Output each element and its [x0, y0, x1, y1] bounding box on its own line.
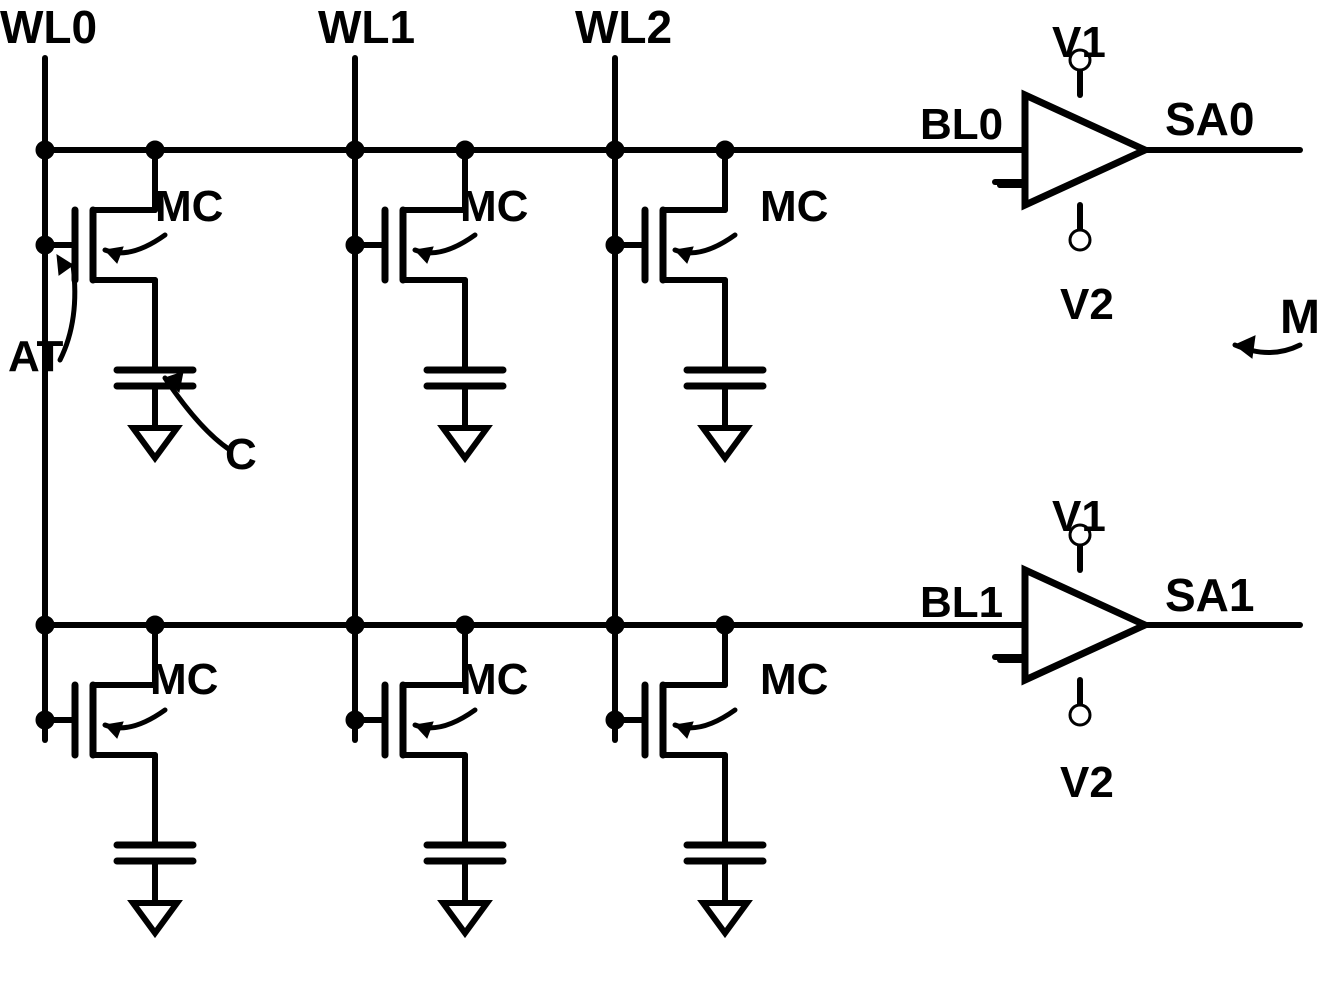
label-c: C: [225, 430, 257, 480]
circuit-diagram: WL0 WL1 WL2 V1 SA0 BL0 V2 M V1 SA1 BL1 V…: [0, 0, 1339, 993]
label-bl0: BL0: [920, 100, 1003, 150]
label-sa1: SA1: [1165, 568, 1254, 622]
label-mc-02: MC: [760, 182, 828, 232]
label-bl1: BL1: [920, 578, 1003, 628]
label-v2-1: V2: [1060, 758, 1114, 808]
label-at: AT: [8, 332, 63, 382]
label-wl2: WL2: [575, 0, 672, 54]
label-mc-00: MC: [155, 182, 223, 232]
label-v1-0: V1: [1052, 18, 1106, 68]
label-sa0: SA0: [1165, 92, 1254, 146]
label-mc-10: MC: [150, 655, 218, 705]
label-wl1: WL1: [318, 0, 415, 54]
label-wl0: WL0: [0, 0, 97, 54]
label-m: M: [1280, 290, 1320, 345]
label-mc-12: MC: [760, 655, 828, 705]
label-mc-01: MC: [460, 182, 528, 232]
label-v1-1: V1: [1052, 492, 1106, 542]
label-mc-11: MC: [460, 655, 528, 705]
label-v2-0: V2: [1060, 280, 1114, 330]
schematic-svg: [0, 0, 1339, 993]
